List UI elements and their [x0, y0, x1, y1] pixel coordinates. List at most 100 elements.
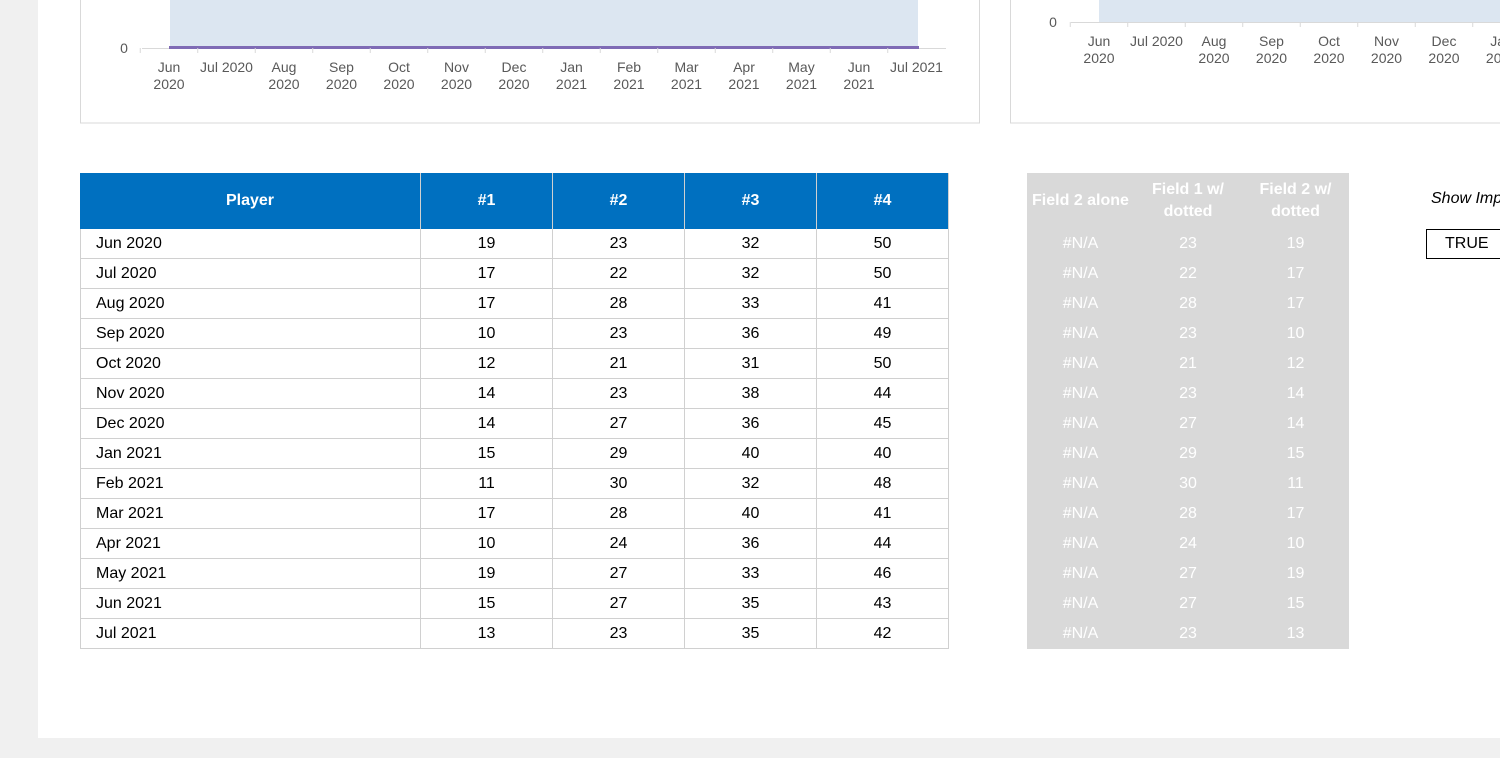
table-cell: 10	[421, 319, 553, 349]
helper-cell: 29	[1134, 439, 1242, 469]
x-tick-label: Jul 2021	[890, 59, 943, 75]
x-tick-label: 2020	[1256, 50, 1287, 66]
table-cell: 32	[685, 229, 817, 259]
table-cell: 50	[817, 349, 949, 379]
helper-header-cell: Field 1 w/ dotted	[1134, 173, 1242, 229]
table-cell: 36	[685, 319, 817, 349]
table-cell: 31	[685, 349, 817, 379]
table-cell: 13	[421, 619, 553, 649]
helper-cell: 19	[1242, 559, 1349, 589]
table-cell: 32	[685, 469, 817, 499]
x-tick-label: 2020	[383, 76, 414, 92]
x-tick-label: Jul 2020	[200, 59, 253, 75]
helper-cell: 15	[1242, 589, 1349, 619]
table-cell: 33	[685, 289, 817, 319]
helper-cell: 12	[1242, 349, 1349, 379]
table-cell: 44	[817, 379, 949, 409]
table-cell: 17	[421, 259, 553, 289]
helper-cell: #N/A	[1027, 529, 1134, 559]
table-cell: 19	[421, 229, 553, 259]
table-cell: 36	[685, 409, 817, 439]
helper-cell: #N/A	[1027, 319, 1134, 349]
x-tick-label: 2021	[671, 76, 702, 92]
table-cell: 35	[685, 619, 817, 649]
table-cell: 23	[553, 319, 685, 349]
helper-cell: 23	[1134, 379, 1242, 409]
table-cell: 32	[685, 259, 817, 289]
table-cell: 23	[553, 229, 685, 259]
row-label: Sep 2020	[80, 319, 421, 349]
helper-cell: 14	[1242, 379, 1349, 409]
x-tick-label: 2020	[326, 76, 357, 92]
table-cell: 41	[817, 499, 949, 529]
table-cell: 48	[817, 469, 949, 499]
x-tick-label: Mar	[674, 59, 698, 75]
x-tick-label: 2020	[498, 76, 529, 92]
x-tick-label: Dec	[502, 59, 527, 75]
helper-cell: 14	[1242, 409, 1349, 439]
x-tick-label: 2021	[786, 76, 817, 92]
x-tick-label: Dec	[1432, 33, 1457, 49]
table-cell: 14	[421, 379, 553, 409]
helper-cell: 15	[1242, 439, 1349, 469]
x-tick-label: 2020	[1313, 50, 1344, 66]
helper-header-cell: Field 2 alone	[1027, 173, 1134, 229]
x-tick-label: Jul 2020	[1130, 33, 1183, 49]
toggle-value[interactable]: TRUE	[1426, 229, 1500, 259]
x-tick-label: 2020	[1198, 50, 1229, 66]
helper-cell: 28	[1134, 289, 1242, 319]
table-cell: 43	[817, 589, 949, 619]
table-cell: 29	[553, 439, 685, 469]
x-tick-label: 2021	[728, 76, 759, 92]
helper-cell: 24	[1134, 529, 1242, 559]
table-cell: 35	[685, 589, 817, 619]
table-cell: 38	[685, 379, 817, 409]
helper-cell: #N/A	[1027, 619, 1134, 649]
x-tick-label: Jun	[848, 59, 871, 75]
helper-cell: 27	[1134, 409, 1242, 439]
x-tick-label: Sep	[1259, 33, 1284, 49]
x-tick-label: Nov	[1374, 33, 1399, 49]
table-cell: 21	[553, 349, 685, 379]
table-cell: 12	[421, 349, 553, 379]
helper-cell: 23	[1134, 229, 1242, 259]
table-cell: 36	[685, 529, 817, 559]
table-cell: 40	[685, 499, 817, 529]
x-tick-label: Jan	[1490, 33, 1500, 49]
table-cell: 42	[817, 619, 949, 649]
table-cell: 40	[685, 439, 817, 469]
table-cell: 27	[553, 589, 685, 619]
helper-cell: #N/A	[1027, 349, 1134, 379]
helper-cell: #N/A	[1027, 409, 1134, 439]
header-cell: #2	[553, 173, 685, 229]
x-tick-label: 2021	[613, 76, 644, 92]
table-cell: 41	[817, 289, 949, 319]
helper-cell: 21	[1134, 349, 1242, 379]
table-cell: 14	[421, 409, 553, 439]
row-label: Jun 2021	[80, 589, 421, 619]
row-label: Jul 2021	[80, 619, 421, 649]
y-tick-label: 0	[1049, 14, 1057, 30]
x-tick-label: Aug	[272, 59, 297, 75]
x-tick-label: Nov	[444, 59, 469, 75]
table-cell: 22	[553, 259, 685, 289]
helper-cell: 10	[1242, 529, 1349, 559]
helper-cell: 28	[1134, 499, 1242, 529]
table-cell: 11	[421, 469, 553, 499]
row-label: Oct 2020	[80, 349, 421, 379]
table-cell: 46	[817, 559, 949, 589]
helper-cell: 13	[1242, 619, 1349, 649]
toggle-label: Show Imp	[1431, 190, 1500, 207]
table-cell: 27	[553, 409, 685, 439]
x-tick-label: Jun	[1088, 33, 1111, 49]
header-cell: #3	[685, 173, 817, 229]
table-cell: 10	[421, 529, 553, 559]
helper-cell: 27	[1134, 559, 1242, 589]
helper-cell: #N/A	[1027, 379, 1134, 409]
row-label: Mar 2021	[80, 499, 421, 529]
helper-cell: 10	[1242, 319, 1349, 349]
x-tick-label: 2021	[843, 76, 874, 92]
helper-cell: 27	[1134, 589, 1242, 619]
